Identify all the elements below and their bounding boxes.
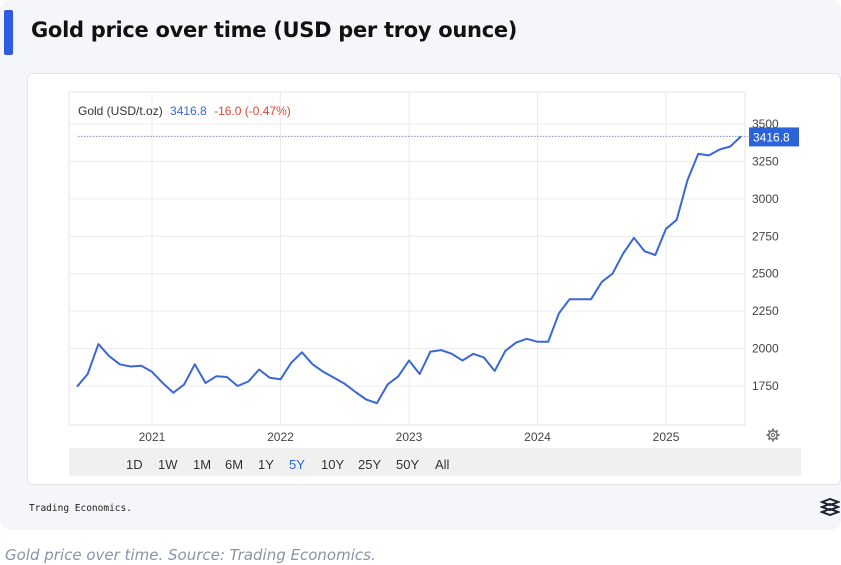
card-title: Gold price over time (USD per troy ounce… [31,18,518,42]
series-line-gold [76,135,742,405]
source-label: Trading Economics. [29,503,132,514]
y-tick-label: 3000 [752,192,779,206]
x-axis: 2021 2022 2023 2024 2025 [139,430,680,444]
range-button-all[interactable]: All [435,457,450,472]
y-tick-label: 3250 [752,154,779,168]
range-button-1d[interactable]: 1D [126,457,143,472]
range-button-50y[interactable]: 50Y [396,457,420,472]
gear-icon[interactable] [766,428,780,442]
y-tick-label: 2500 [752,267,779,281]
trading-economics-logo-icon [820,498,840,516]
range-button-6m[interactable]: 6M [225,457,244,472]
figure-caption: Gold price over time. Source: Trading Ec… [5,546,376,564]
x-tick-label: 2021 [139,430,166,444]
x-tick-label: 2024 [524,430,551,444]
x-tick-label: 2023 [396,430,423,444]
last-price-badge-text: 3416.8 [753,130,790,144]
y-tick-label: 2750 [752,229,779,243]
accent-bar [4,10,13,55]
range-button-1y[interactable]: 1Y [258,457,274,472]
chart-panel [27,73,841,485]
range-button-1m[interactable]: 1M [193,457,212,472]
y-tick-label: 1750 [752,379,779,393]
last-price-badge [749,127,799,147]
legend-price: 3416.8 [170,104,207,118]
range-button-1w[interactable]: 1W [158,457,178,472]
range-selector [69,448,801,476]
range-button-25y[interactable]: 25Y [358,457,382,472]
y-tick-label: 2250 [752,304,779,318]
chart-grid [68,91,746,426]
range-button-10y[interactable]: 10Y [321,457,345,472]
legend-change: -16.0 (-0.47%) [214,104,291,118]
x-tick-label: 2022 [267,430,294,444]
legend-label: Gold (USD/t.oz) [78,104,163,118]
range-button-5y[interactable]: 5Y [289,457,305,472]
x-tick-label: 2025 [653,430,680,444]
svg-text:Gold (USD/t.oz) 3416.8: Gold (USD/t.oz) 3416.8 -16.0 (-0.47%) [78,104,291,118]
plot-frame [68,91,746,426]
y-tick-label: 2000 [752,342,779,356]
